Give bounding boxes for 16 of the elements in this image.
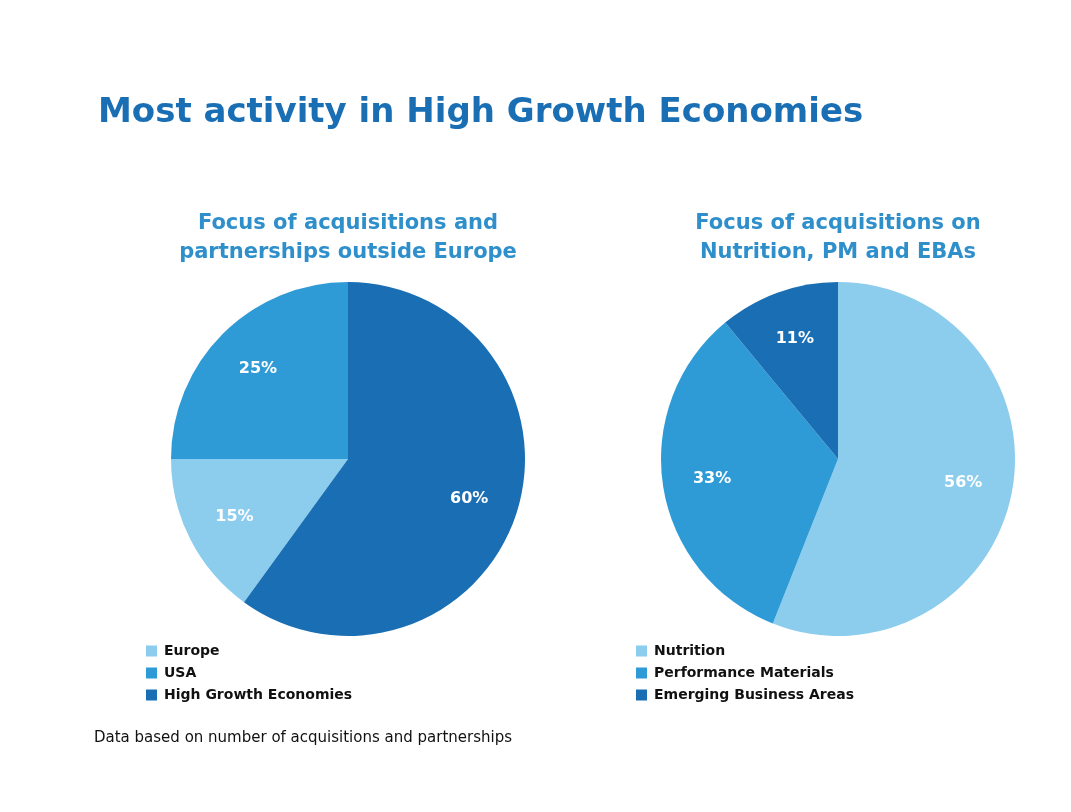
legend-label: Europe (164, 641, 513, 658)
legend-label: USA (164, 663, 489, 680)
data-label: 15% (215, 506, 254, 526)
data-label: 33% (692, 468, 732, 488)
legend-label: Nutrition (654, 641, 1018, 658)
legend-label: Performance Materials (654, 663, 1071, 680)
data-label: 25% (238, 358, 278, 378)
text: Most activity in High Growth Economies (98, 90, 864, 130)
chart-title: Focus of acquisitions and partnerships outside Europe (178, 209, 518, 265)
chart-title: Focus of acquisitions on Nutrition, PM and EBAs (694, 209, 982, 265)
legend-label: High Growth Economies (164, 685, 645, 702)
data-label: 60% (450, 487, 489, 507)
data-label: 56% (944, 472, 983, 492)
text: Data based on number of acquisitions and partnerships (94, 728, 513, 746)
data-label: 11% (775, 328, 814, 348)
legend-label: Emerging Business Areas (654, 685, 1071, 702)
